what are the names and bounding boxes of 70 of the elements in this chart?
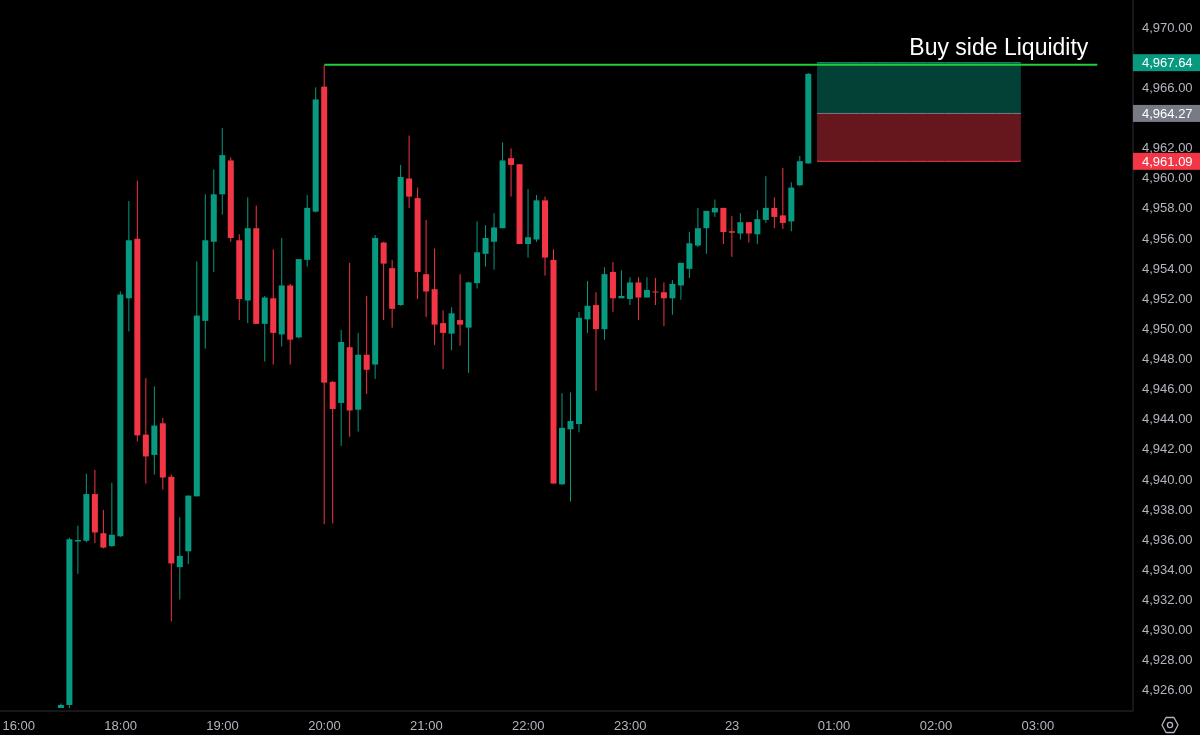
candlestick [100,509,107,549]
candlestick [677,262,684,301]
candlestick [626,276,633,306]
y-tick-label: 4,952.00 [1142,290,1193,306]
candlestick [508,147,515,198]
candlestick [448,306,455,351]
y-tick-label: 4,940.00 [1142,471,1193,487]
x-tick-label: 23:00 [613,718,647,734]
candlestick [380,241,387,321]
y-tick-label: 4,928.00 [1142,652,1193,668]
y-tick-label: 4,932.00 [1142,592,1193,608]
candlestick [694,207,701,248]
candlestick [363,295,370,395]
y-tick-label: 4,934.00 [1142,561,1193,577]
candlestick [142,377,149,485]
candlestick [74,525,81,575]
x-tick-label: 22:00 [512,718,545,734]
x-tick-label: 19:00 [206,718,239,734]
y-tick-label: 4,956.00 [1142,230,1193,246]
candlestick [669,279,676,316]
y-tick-label: 4,964.27 [1142,105,1193,121]
candlestick [728,215,735,258]
y-tick-label: 4,960.00 [1142,170,1193,186]
candlestick [440,309,447,370]
y-tick-label: 4,958.00 [1142,200,1193,216]
candlestick [703,210,710,255]
y-tick-label: 4,954.00 [1142,260,1193,276]
candlestick [660,281,667,327]
candlestick [176,516,183,601]
candlestick [771,196,778,229]
candlestick [457,273,464,347]
y-tick-label: 4,962.00 [1142,140,1193,156]
candlestick [491,212,498,271]
candlestick [584,280,591,334]
candlestick [525,188,532,259]
y-tick-label: 4,930.00 [1142,622,1193,638]
series-label: Buy side Liquidity [909,33,1089,60]
y-tick-label: 4,938.00 [1142,501,1193,517]
candlestick [108,482,115,548]
candlestick [652,277,659,306]
y-tick-label: 4,926.00 [1142,682,1193,698]
candlestick [643,276,650,299]
candlestick [635,276,642,321]
x-tick-label: 23 [724,718,740,734]
candlestick [406,135,413,209]
candlestick [737,212,744,241]
y-tick-label: 4,946.00 [1142,381,1193,397]
candlestick [567,391,574,503]
y-tick-label: 4,948.00 [1142,351,1193,367]
candlestick [423,219,430,318]
x-tick-label: 16:00 [2,718,35,734]
y-tick-label: 4,944.00 [1142,411,1193,427]
y-tick-label: 4,961.09 [1142,153,1193,169]
candlestick [779,167,786,230]
y-tick-label: 4,942.00 [1142,441,1193,457]
x-tick-label: 01:00 [817,718,851,734]
x-tick-label: 21:00 [410,718,443,734]
candlestick [762,175,769,224]
y-tick-label: 4,967.64 [1142,55,1193,71]
y-tick-label: 4,966.00 [1142,79,1193,95]
y-tick-label: 4,950.00 [1142,320,1193,336]
x-tick-label: 18:00 [104,718,137,734]
candlestick [745,221,752,244]
y-tick-label: 4,970.00 [1142,19,1193,35]
y-tick-label: 4,936.00 [1142,531,1193,547]
x-tick-label: 20:00 [308,718,341,734]
candlestick [754,209,761,245]
x-tick-label: 03:00 [1021,718,1055,734]
candlestick [482,224,489,268]
x-tick-label: 02:00 [919,718,953,734]
